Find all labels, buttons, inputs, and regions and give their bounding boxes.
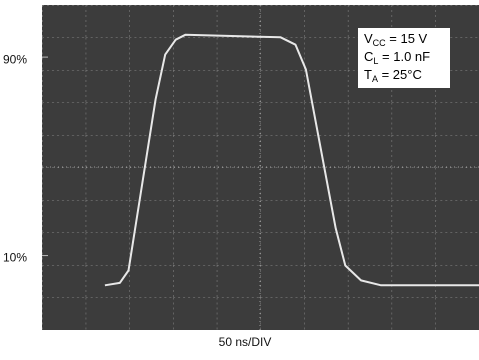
x-axis-label: 50 ns/DIV — [219, 335, 272, 349]
y-tick-label: 90% — [3, 52, 27, 66]
y-tick-label: 10% — [3, 251, 27, 265]
annotation-rest: = 1.0 nF — [378, 49, 430, 64]
annotation-sub: CC — [373, 38, 386, 48]
annotation-main: V — [364, 31, 373, 46]
chart: 50 ns/DIV 10%90%VCC = 15 VCL = 1.0 nFTA … — [0, 0, 479, 355]
annotation-rest: = 15 V — [386, 31, 428, 46]
annotation-rest: = 25°C — [378, 67, 422, 82]
annotation-main: T — [364, 67, 372, 82]
annotation-main: C — [364, 49, 373, 64]
